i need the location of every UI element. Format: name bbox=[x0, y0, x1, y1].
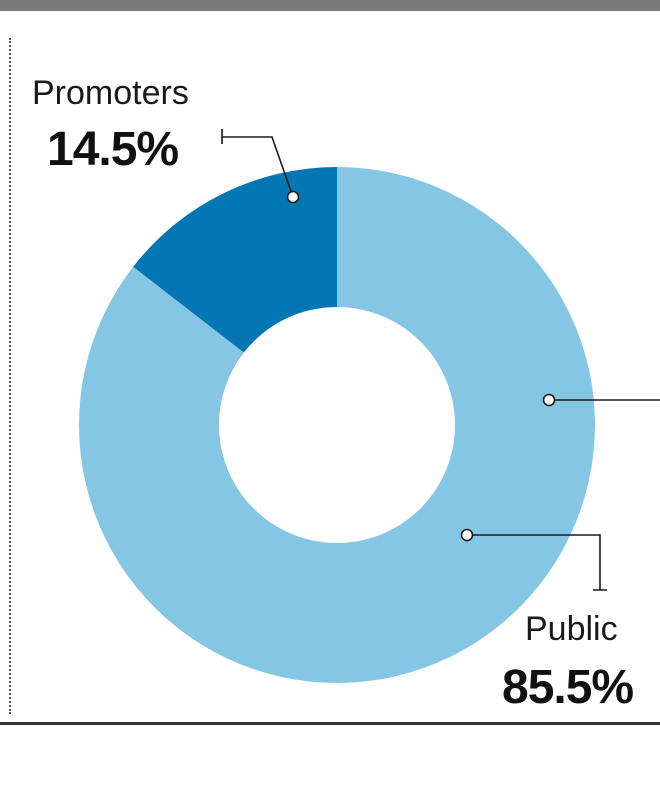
leader-dot-public bbox=[460, 528, 474, 542]
top-bar bbox=[0, 0, 660, 11]
leader-line-promoters bbox=[221, 129, 294, 198]
leader-dot-public-right bbox=[542, 393, 556, 407]
label-promoters: Promoters bbox=[32, 74, 189, 112]
left-dotted-rule bbox=[9, 38, 11, 714]
label-public: Public bbox=[525, 610, 618, 648]
value-promoters: 14.5% bbox=[47, 123, 179, 176]
slice-promoters bbox=[133, 167, 337, 353]
value-public: 85.5% bbox=[502, 661, 634, 714]
leader-line-public bbox=[467, 534, 607, 591]
bottom-rule bbox=[0, 722, 660, 725]
slice-public bbox=[79, 167, 596, 683]
leader-dot-promoters bbox=[286, 190, 300, 204]
